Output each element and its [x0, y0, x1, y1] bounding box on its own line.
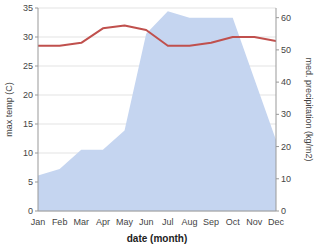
x-tick-label: Jan [31, 217, 46, 227]
area [38, 11, 276, 211]
y2-tick-label: 40 [281, 77, 291, 87]
y-tick-label: 30 [23, 32, 33, 42]
grid-line [38, 8, 276, 9]
y-tick [35, 8, 38, 9]
y-axis-label: max temp (C) [4, 82, 14, 137]
y2-tick [276, 178, 279, 179]
x-tick-label: Aug [181, 217, 197, 227]
y2-tick [276, 49, 279, 50]
x-tick-label: Nov [246, 217, 263, 227]
y-tick [35, 182, 38, 183]
y2-tick-label: 50 [281, 45, 291, 55]
x-tick-label: Dec [268, 217, 285, 227]
y2-tick [276, 114, 279, 115]
y-tick [35, 37, 38, 38]
grid [38, 8, 276, 211]
x-tick-label: Jun [139, 217, 154, 227]
plot-area [38, 11, 276, 211]
x-tick-label: May [116, 217, 134, 227]
y2-tick [276, 82, 279, 83]
y2-tick [276, 17, 279, 18]
y-tick-label: 35 [23, 3, 33, 13]
y2-tick [276, 211, 279, 212]
y-tick [35, 124, 38, 125]
chart: 0 5 10 15 20 25 30 35 0 10 20 30 40 50 60 Jan Feb Mar Apr M… [0, 0, 318, 247]
axes: 0 5 10 15 20 25 30 35 0 10 20 30 40 50 60 Jan Feb Mar Apr M… [23, 3, 291, 227]
y-tick-label: 5 [28, 177, 33, 187]
x-axis-line [38, 211, 276, 212]
x-tick-label: Jul [162, 217, 174, 227]
grid-line [38, 211, 276, 212]
line [38, 25, 276, 45]
y-tick-label: 10 [23, 148, 33, 158]
y2-tick-label: 0 [281, 206, 286, 216]
y-tick [35, 66, 38, 67]
y2-axis-label: med. precipitation (kg/m2) [304, 57, 314, 161]
x-tick-label: Mar [74, 217, 90, 227]
y-tick-label: 15 [23, 119, 33, 129]
x-tick-label: Feb [52, 217, 68, 227]
y-axis-line [38, 8, 39, 211]
y2-tick-label: 30 [281, 109, 291, 119]
x-tick-label: Apr [96, 217, 110, 227]
y-tick-label: 25 [23, 61, 33, 71]
y-tick [35, 95, 38, 96]
y-tick [35, 211, 38, 212]
y-tick [35, 153, 38, 154]
x-tick-label: Sep [203, 217, 219, 227]
x-axis-label: date (month) [127, 233, 188, 244]
y-tick-label: 0 [28, 206, 33, 216]
y2-tick-label: 60 [281, 13, 291, 23]
y2-tick [276, 146, 279, 147]
y2-tick-label: 20 [281, 142, 291, 152]
y2-tick-label: 10 [281, 174, 291, 184]
y-tick-label: 20 [23, 90, 33, 100]
y2-axis-line [276, 8, 277, 211]
x-tick-label: Oct [226, 217, 241, 227]
